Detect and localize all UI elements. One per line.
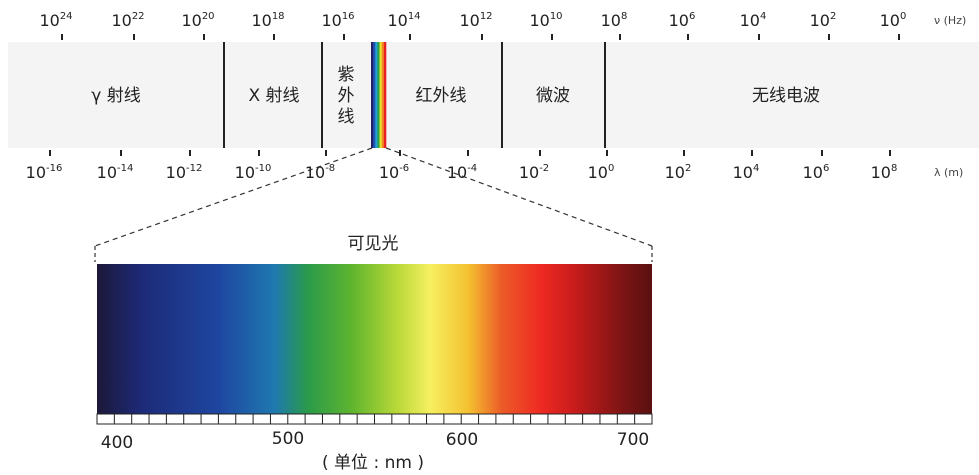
visible-strip-band — [375, 42, 378, 148]
frequency-tick-label: 102 — [810, 11, 837, 30]
scale-label-400: 400 — [101, 433, 133, 453]
visible-unit-label: ( 单位 : nm ) — [322, 453, 424, 473]
wavelength-tick-label: 10-14 — [97, 163, 134, 182]
visible-strip-band — [377, 42, 380, 148]
visible-strip-band — [371, 42, 374, 148]
wavelength-unit-label: λ (m) — [934, 166, 963, 179]
visible-light-title: 可见光 — [348, 234, 399, 254]
zoom-line-right — [385, 147, 653, 247]
frequency-tick-label: 1014 — [387, 11, 420, 30]
band-label-uv: 紫外线 — [338, 65, 355, 127]
wavelength-tick-label: 10-8 — [305, 163, 335, 182]
frequency-tick-label: 106 — [669, 11, 696, 30]
band-dividers — [223, 42, 606, 148]
frequency-tick-label: 100 — [880, 11, 907, 30]
frequency-tick-label: 1016 — [321, 11, 354, 30]
band-label-uv-char: 线 — [338, 107, 355, 127]
visible-strip-band — [379, 42, 383, 148]
wavelength-tick-label: 106 — [803, 163, 830, 182]
scale-label-500: 500 — [272, 429, 304, 449]
wavelength-tick-label: 10-6 — [379, 163, 409, 182]
frequency-tick-label: 1018 — [251, 11, 284, 30]
wavelength-tick-label: 108 — [871, 163, 898, 182]
visible-strip — [371, 42, 387, 148]
band-label-xray: X 射线 — [248, 86, 299, 106]
visible-strip-band — [373, 42, 376, 148]
spectrum-bar — [8, 42, 979, 148]
wavelength-axis: 10-16 10-14 10-12 10-10 10-8 10-6 10-4 10-2 100 1… — [26, 150, 898, 182]
band-label-gamma: γ 射线 — [91, 86, 140, 106]
wavelength-tick-label: 10-12 — [166, 163, 203, 182]
wavelength-tick-label: 102 — [665, 163, 692, 182]
frequency-tick-label: 1010 — [529, 11, 562, 30]
visible-spectrum-bar — [97, 264, 652, 414]
band-label-radio: 无线电波 — [752, 86, 820, 106]
band-label-uv-char: 紫 — [338, 65, 355, 85]
frequency-tick-label: 1020 — [181, 11, 214, 30]
visible-strip-band — [383, 42, 387, 148]
scale-label-700: 700 — [617, 430, 649, 450]
band-label-infrared: 红外线 — [416, 86, 467, 106]
wavelength-tick-label: 104 — [733, 163, 760, 182]
band-label-uv-char: 外 — [338, 86, 355, 106]
wavelength-tick-label: 10-16 — [26, 163, 63, 182]
wavelength-tick-label: 10-10 — [235, 163, 272, 182]
frequency-tick-label: 1024 — [39, 11, 72, 30]
wavelength-tick-label: 10-4 — [447, 163, 477, 182]
scale-label-600: 600 — [446, 430, 478, 450]
frequency-tick-label: 104 — [740, 11, 767, 30]
frequency-unit-label: ν (Hz) — [934, 14, 966, 27]
frequency-axis: 1024 1022 1020 1018 1016 1014 1012 1010 108 106 10… — [39, 11, 906, 40]
frequency-tick-label: 1022 — [111, 11, 144, 30]
band-label-microwave: 微波 — [536, 86, 570, 106]
ruler-ticks — [96, 414, 653, 424]
wavelength-tick-label: 100 — [588, 163, 615, 182]
frequency-tick-label: 108 — [601, 11, 628, 30]
zoom-line-left — [94, 147, 373, 247]
visible-strip-band — [381, 42, 385, 148]
frequency-tick-label: 1012 — [459, 11, 492, 30]
wavelength-tick-label: 10-2 — [519, 163, 549, 182]
